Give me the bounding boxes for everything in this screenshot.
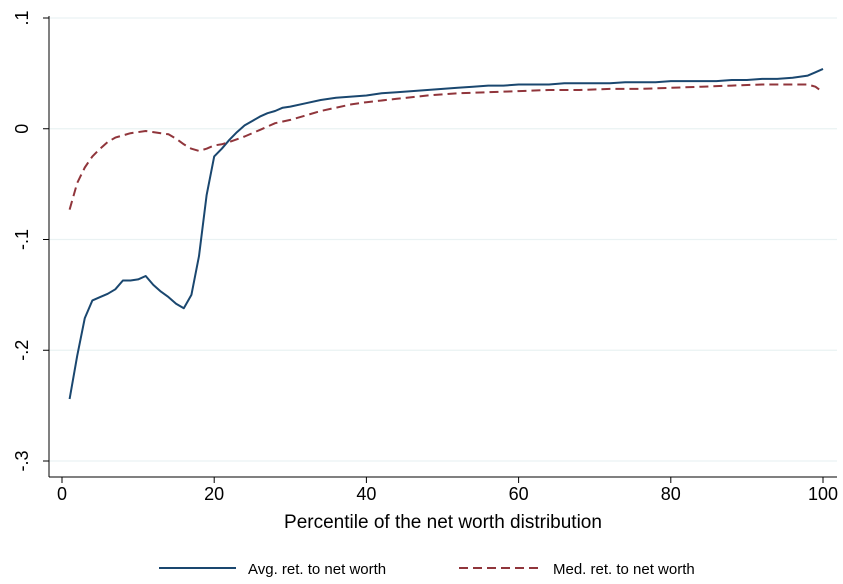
tick-marks: -.3 -.2 -.1 0 .1 0 20 40 60 80 100 — [12, 10, 838, 504]
y-tick-label: -.3 — [12, 450, 32, 471]
gridlines — [49, 17, 837, 462]
axes — [48, 16, 837, 478]
x-tick-label: 0 — [57, 484, 67, 504]
series-line-1 — [68, 67, 824, 400]
y-tick-label: -.1 — [12, 229, 32, 250]
series-line-2 — [68, 83, 824, 210]
x-tick-label: 80 — [661, 484, 681, 504]
x-tick-label: 100 — [808, 484, 838, 504]
x-axis-label: Percentile of the net worth distribution — [284, 512, 602, 533]
x-tick-label: 40 — [356, 484, 376, 504]
y-tick-label: .1 — [12, 10, 32, 25]
x-tick-label: 60 — [509, 484, 529, 504]
series-lines — [68, 67, 824, 400]
y-tick-label: 0 — [12, 124, 32, 134]
y-tick-label: -.2 — [12, 340, 32, 361]
legend: Avg. ret. to net worth Med. ret. to net w… — [159, 561, 695, 578]
x-tick-label: 20 — [204, 484, 224, 504]
legend-label-2: Med. ret. to net worth — [553, 561, 695, 578]
legend-label-1: Avg. ret. to net worth — [248, 561, 386, 578]
